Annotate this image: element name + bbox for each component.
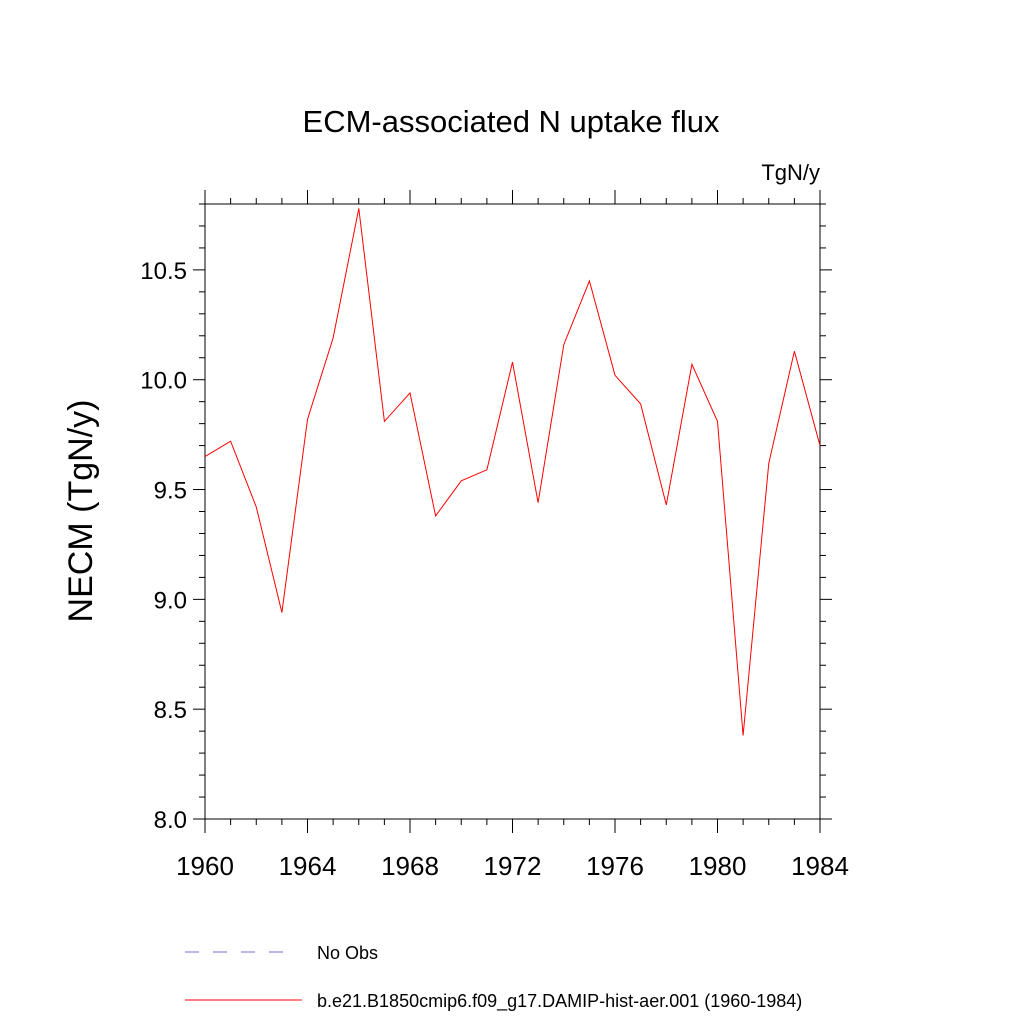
chart-title: ECM-associated N uptake flux bbox=[303, 104, 720, 139]
legend-label: b.e21.B1850cmip6.f09_g17.DAMIP-hist-aer.… bbox=[317, 991, 802, 1012]
y-tick-label: 8.5 bbox=[154, 697, 187, 724]
series-layer bbox=[204, 208, 821, 736]
y-tick-label: 9.5 bbox=[154, 478, 187, 505]
x-tick-label: 1980 bbox=[689, 851, 747, 881]
y-tick-label: 8.0 bbox=[154, 807, 187, 834]
plot-frame bbox=[204, 203, 821, 820]
y-tick-label: 9.0 bbox=[154, 587, 187, 614]
x-tick-label: 1964 bbox=[279, 851, 337, 881]
x-tick-label: 1972 bbox=[484, 851, 542, 881]
x-tick-label: 1984 bbox=[791, 851, 849, 881]
units-label: TgN/y bbox=[761, 160, 820, 185]
legend: No Obs b.e21.B1850cmip6.f09_g17.DAMIP-his… bbox=[185, 943, 802, 1012]
x-axis-ticks: 1960 1964 1968 1972 1976 1980 1984 bbox=[176, 190, 849, 881]
legend-label: No Obs bbox=[317, 943, 378, 963]
plot-border bbox=[204, 203, 821, 820]
y-axis-ticks: 8.0 8.5 9.0 9.5 10.0 10.5 bbox=[140, 203, 832, 834]
y-axis-label: NECM (TgN/y) bbox=[62, 400, 100, 623]
x-tick-label: 1968 bbox=[381, 851, 439, 881]
y-tick-label: 10.0 bbox=[140, 368, 187, 395]
x-tick-label: 1976 bbox=[586, 851, 644, 881]
series-line bbox=[204, 208, 821, 736]
y-tick-label: 10.5 bbox=[140, 258, 187, 285]
x-tick-label: 1960 bbox=[176, 851, 234, 881]
